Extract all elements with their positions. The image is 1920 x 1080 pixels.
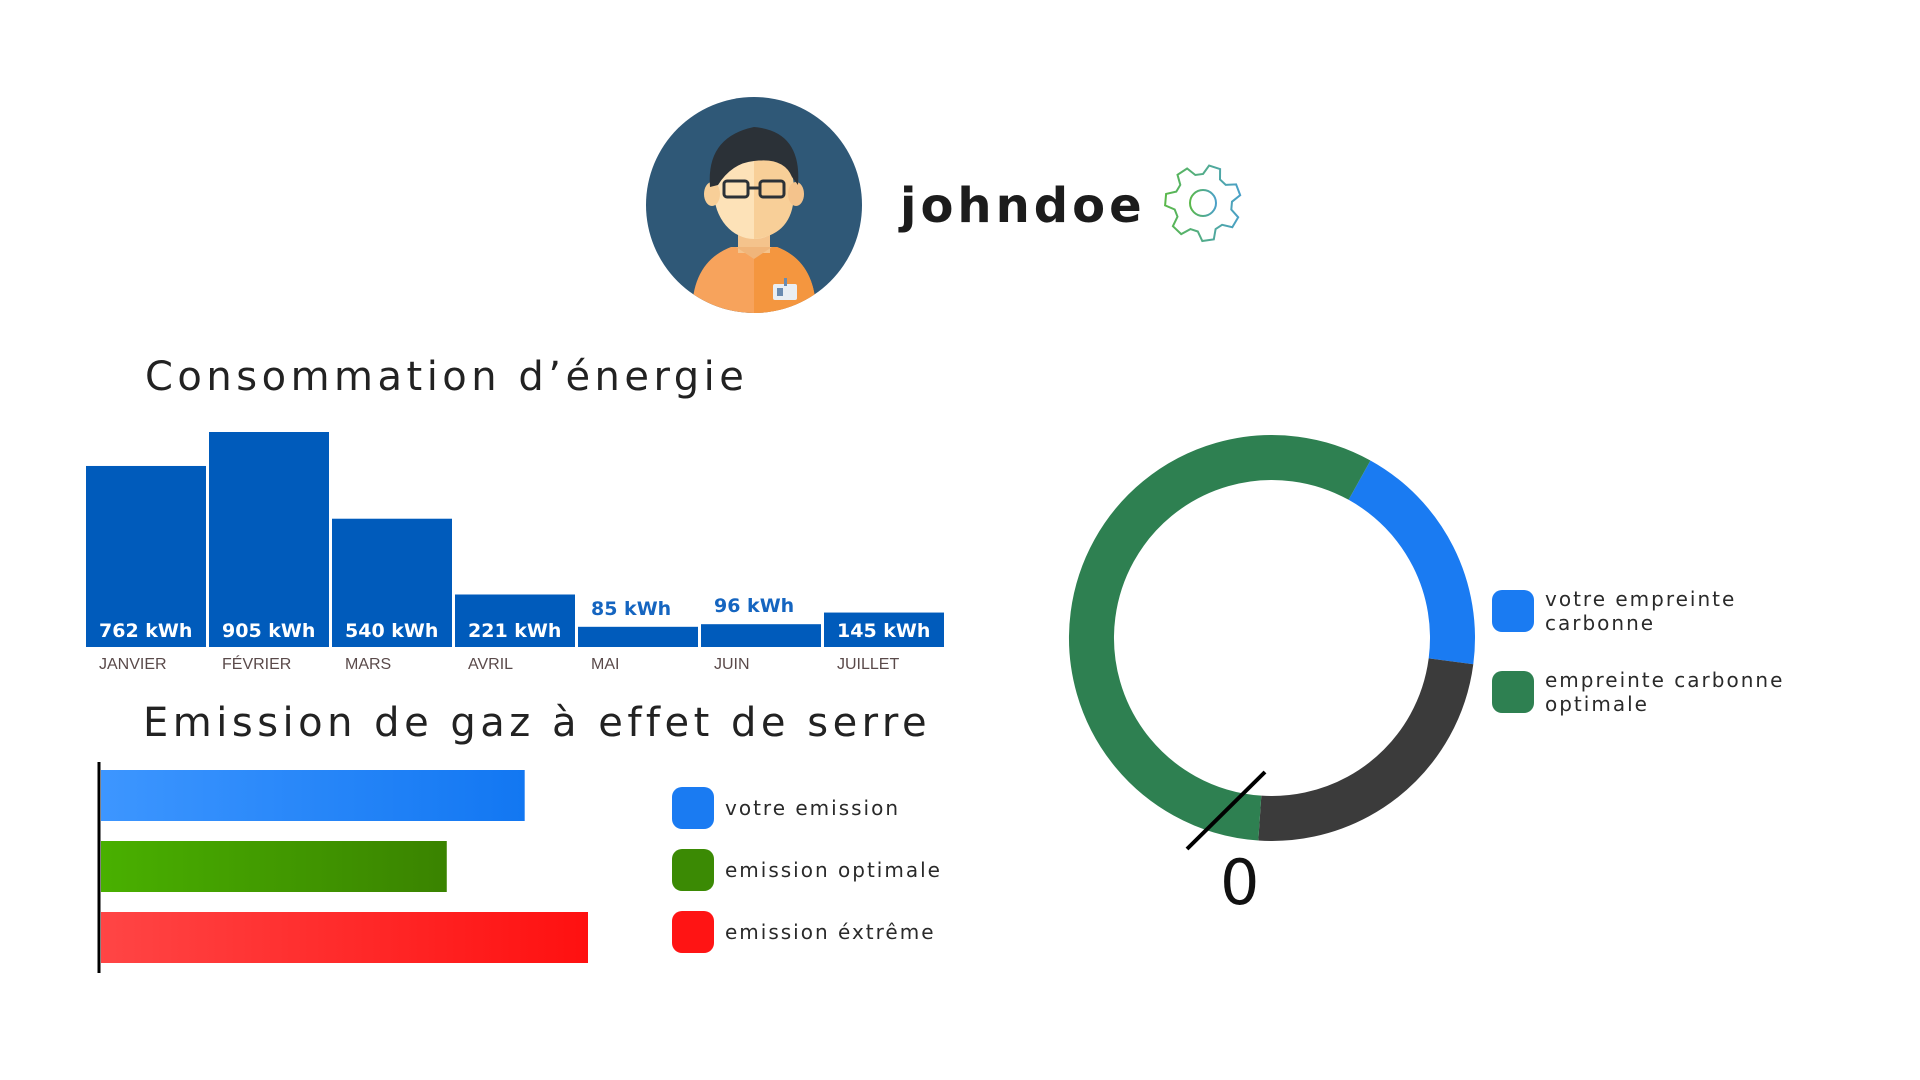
energy-consumption-title: Consommation d’énergie <box>145 354 749 400</box>
ghg-emission-bar-chart <box>97 762 588 973</box>
legend-label: votre empreinte carbonne <box>1545 586 1737 635</box>
user-avatar-icon <box>646 97 862 313</box>
month-label: JUIN <box>714 656 750 673</box>
donut-slice <box>1069 435 1475 841</box>
carbon-footprint-legend: votre empreinte carbonne empreinte carbo… <box>1492 570 1845 732</box>
legend-item: votre emission <box>672 777 1025 839</box>
month-label: AVRIL <box>468 656 513 673</box>
donut-slice <box>1069 435 1475 841</box>
legend-swatch <box>672 911 714 953</box>
carbon-footprint-donut-chart: 0 <box>1069 435 1475 908</box>
energy-bar-chart: 762 kWh JANVIER 905 kWh FÉVRIER 540 kWh MARS 2… <box>86 432 944 673</box>
energy-value-label: 540 kWh <box>345 620 438 642</box>
ghg-emission-title: Emission de gaz à effet de serre <box>143 700 932 746</box>
month-label: JUILLET <box>837 656 899 673</box>
legend-item: votre empreinte carbonne <box>1492 570 1845 651</box>
legend-swatch <box>1492 670 1534 713</box>
legend-swatch <box>1492 589 1534 632</box>
legend-swatch <box>672 849 714 891</box>
legend-item: empreinte carbonne optimale <box>1492 651 1845 732</box>
energy-bar <box>86 465 206 647</box>
energy-value-label: 85 kWh <box>591 598 671 620</box>
legend-label: emission optimale <box>725 858 942 882</box>
legend-item: emission éxtrême <box>672 901 1025 963</box>
month-label: MARS <box>345 656 391 673</box>
energy-value-label: 905 kWh <box>222 620 315 642</box>
energy-value-label: 221 kWh <box>468 620 561 642</box>
energy-bar <box>455 594 575 647</box>
legend-swatch <box>672 787 714 829</box>
ghg-bar <box>101 841 447 892</box>
gear-icon[interactable] <box>1160 158 1246 248</box>
ghg-legend: votre emission emission optimale emissio… <box>672 777 1025 963</box>
energy-bar <box>209 432 329 647</box>
ghg-bar <box>101 770 525 821</box>
energy-value-label: 145 kWh <box>837 620 930 642</box>
legend-label: votre emission <box>725 796 901 820</box>
month-label: JANVIER <box>99 656 167 673</box>
legend-label: empreinte carbonne optimale <box>1545 667 1785 716</box>
month-label: MAI <box>591 656 619 673</box>
gauge-needle <box>1185 770 1267 851</box>
ghg-bar <box>101 912 588 963</box>
legend-item: emission optimale <box>672 839 1025 901</box>
legend-label: emission éxtrême <box>725 920 936 944</box>
energy-value-label: 762 kWh <box>99 620 192 642</box>
energy-bar <box>824 612 944 647</box>
energy-value-label: 96 kWh <box>714 595 794 617</box>
month-label: FÉVRIER <box>222 654 291 673</box>
energy-bar <box>578 626 698 647</box>
energy-bar <box>332 518 452 647</box>
gauge-zero-label: 0 <box>1220 846 1259 908</box>
energy-bar <box>701 624 821 647</box>
username: johndoe <box>900 178 1146 234</box>
